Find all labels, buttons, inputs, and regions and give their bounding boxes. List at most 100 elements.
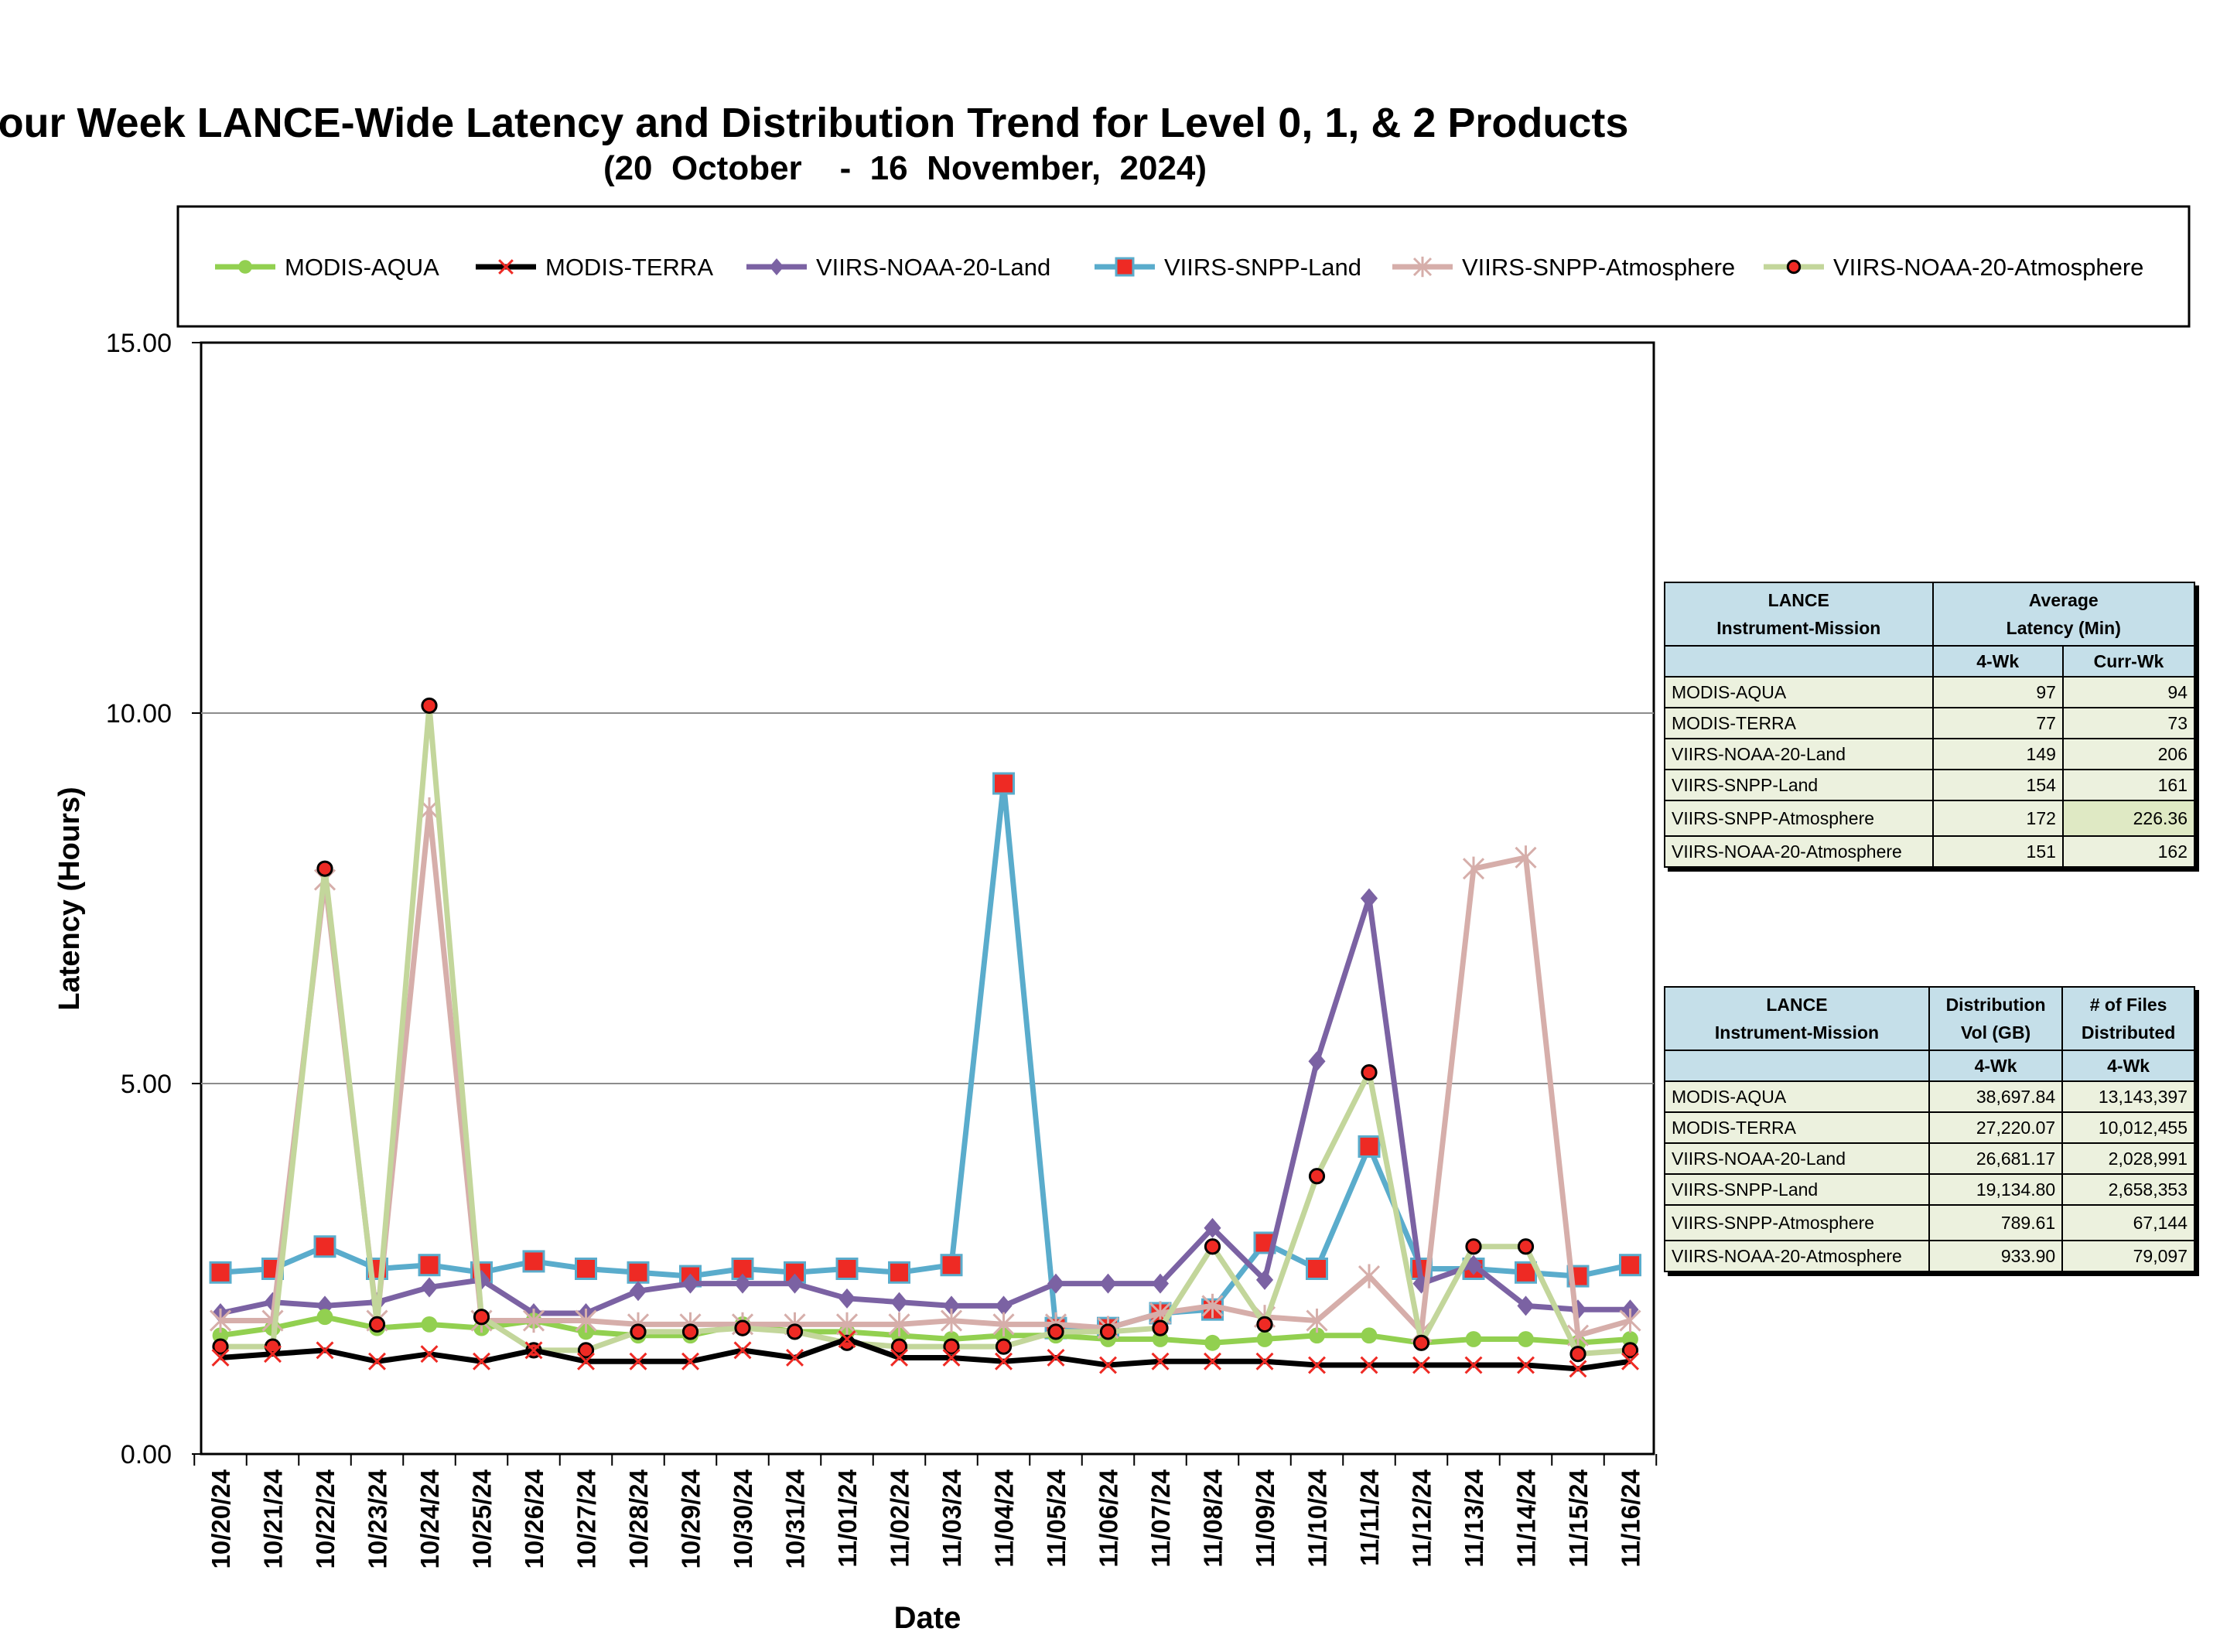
data-point xyxy=(1360,1356,1378,1374)
data-point xyxy=(1462,856,1485,881)
row-files: 67,144 xyxy=(2061,1204,2195,1241)
data-point xyxy=(1099,1273,1117,1294)
data-point xyxy=(1201,1293,1224,1318)
y-axis-label: Latency (Hours) xyxy=(53,787,86,1010)
data-point xyxy=(1152,1319,1169,1336)
row-vol: 19,134.80 xyxy=(1928,1173,2064,1206)
row-4wk: 77 xyxy=(1931,707,2064,739)
data-point xyxy=(835,1258,859,1280)
data-point xyxy=(420,1277,439,1298)
marker-stroke xyxy=(890,1348,908,1367)
data-point xyxy=(1360,888,1378,909)
x-axis-label: Date xyxy=(894,1601,961,1635)
marker-stroke xyxy=(995,1352,1013,1370)
data-point xyxy=(838,1288,856,1309)
chart-subtitle: (20 October - 16 November, 2024) xyxy=(603,149,1207,187)
data-point xyxy=(681,1323,699,1340)
data-point xyxy=(1465,1238,1482,1255)
legend-label: VIIRS-NOAA-20-Land xyxy=(816,254,1050,281)
x-tick-label: 10/22/24 xyxy=(311,1469,340,1568)
data-point xyxy=(995,1338,1013,1355)
marker-stroke xyxy=(838,1330,856,1348)
distribution-subheader-blank xyxy=(1664,1050,1930,1082)
data-point xyxy=(1099,1323,1117,1340)
data-point xyxy=(1361,1064,1378,1081)
data-point xyxy=(1306,1308,1328,1333)
data-point xyxy=(888,1312,910,1336)
legend-label: VIIRS-NOAA-20-Atmosphere xyxy=(1833,254,2143,281)
x-tick-label: 11/11/24 xyxy=(1355,1469,1384,1565)
distribution-subheader-4wk-files: 4-Wk xyxy=(2061,1050,2195,1082)
data-point xyxy=(733,1273,752,1294)
data-point xyxy=(212,1338,229,1355)
series-viirs-snpp-land xyxy=(209,772,1641,1340)
data-point xyxy=(1517,1295,1535,1316)
data-point xyxy=(368,1316,386,1333)
table-row: VIIRS-SNPP-Land 19,134.80 2,658,353 xyxy=(1664,1173,2195,1206)
distribution-header-volume: Distribution Vol (GB) xyxy=(1928,986,2064,1051)
data-point xyxy=(629,1352,647,1370)
distribution-table: LANCE Instrument-Mission Distribution Vo… xyxy=(1664,986,2195,1272)
data-point xyxy=(524,1341,543,1360)
data-point xyxy=(522,1308,545,1333)
data-point xyxy=(681,1273,699,1294)
row-4wk: 154 xyxy=(1931,769,2064,801)
data-point xyxy=(940,1308,963,1333)
data-point xyxy=(1412,256,1433,278)
data-point xyxy=(313,1235,336,1258)
legend-item: MODIS-TERRA xyxy=(476,254,713,281)
data-point xyxy=(316,1309,333,1326)
latency-table: LANCE Instrument-Mission Average Latency… xyxy=(1664,582,2196,868)
data-point xyxy=(1255,1352,1274,1370)
row-curr: 94 xyxy=(2061,676,2196,708)
data-point xyxy=(209,1261,232,1284)
data-point xyxy=(734,1319,751,1336)
legend: MODIS-AQUA MODIS-TERRA VIIRS-NOAA-20-Land V… xyxy=(215,254,2143,281)
marker-stroke xyxy=(524,1341,543,1360)
row-name: VIIRS-NOAA-20-Land xyxy=(1664,1142,1930,1175)
data-point xyxy=(1569,1360,1587,1378)
legend-label: VIIRS-SNPP-Atmosphere xyxy=(1462,254,1735,281)
x-tick-label: 11/09/24 xyxy=(1251,1469,1279,1567)
row-curr: 162 xyxy=(2061,835,2196,868)
x-tick-label: 10/29/24 xyxy=(677,1469,705,1568)
y-tick-label: 0.00 xyxy=(121,1440,172,1469)
x-tick-label: 11/13/24 xyxy=(1460,1469,1488,1567)
marker-stroke xyxy=(1360,1356,1378,1374)
data-point xyxy=(473,1269,490,1290)
latency-subheader-blank xyxy=(1664,645,1934,678)
data-point xyxy=(1306,1258,1328,1280)
row-vol: 933.90 xyxy=(1928,1240,2064,1272)
data-point xyxy=(421,697,438,715)
data-point xyxy=(1361,1327,1378,1344)
data-point xyxy=(943,1338,960,1355)
series-line xyxy=(220,807,1631,1339)
marker-stroke xyxy=(316,1341,334,1360)
marker-stroke xyxy=(1204,1352,1221,1370)
x-tick-label: 10/20/24 xyxy=(207,1469,235,1568)
x-tick-label: 11/10/24 xyxy=(1303,1469,1332,1567)
data-point xyxy=(995,1295,1013,1316)
data-point xyxy=(942,1348,961,1367)
data-point xyxy=(629,1281,647,1302)
legend-label: MODIS-TERRA xyxy=(545,254,713,281)
marker-stroke xyxy=(1047,1348,1065,1367)
row-files: 10,012,455 xyxy=(2061,1111,2195,1144)
marker-stroke xyxy=(368,1352,386,1370)
data-point xyxy=(1517,1238,1535,1255)
table-row: VIIRS-SNPP-Atmosphere 172 226.36 xyxy=(1664,800,2196,837)
table-row: VIIRS-NOAA-20-Atmosphere 933.90 79,097 xyxy=(1664,1240,2195,1272)
row-vol: 38,697.84 xyxy=(1928,1080,2064,1113)
row-4wk: 149 xyxy=(1931,738,2064,770)
marker-stroke xyxy=(577,1352,595,1370)
latency-header-mission: LANCE Instrument-Mission xyxy=(1664,582,1934,647)
marker-stroke xyxy=(1464,1356,1483,1374)
series-modis-terra xyxy=(211,1330,1639,1378)
header-line: # of Files xyxy=(2089,995,2167,1015)
data-point xyxy=(1047,1323,1064,1340)
row-name: VIIRS-NOAA-20-Atmosphere xyxy=(1664,1240,1930,1272)
row-name: VIIRS-NOAA-20-Land xyxy=(1664,738,1934,770)
data-point xyxy=(1204,1238,1221,1255)
data-point xyxy=(316,860,333,877)
data-point xyxy=(522,1250,545,1273)
